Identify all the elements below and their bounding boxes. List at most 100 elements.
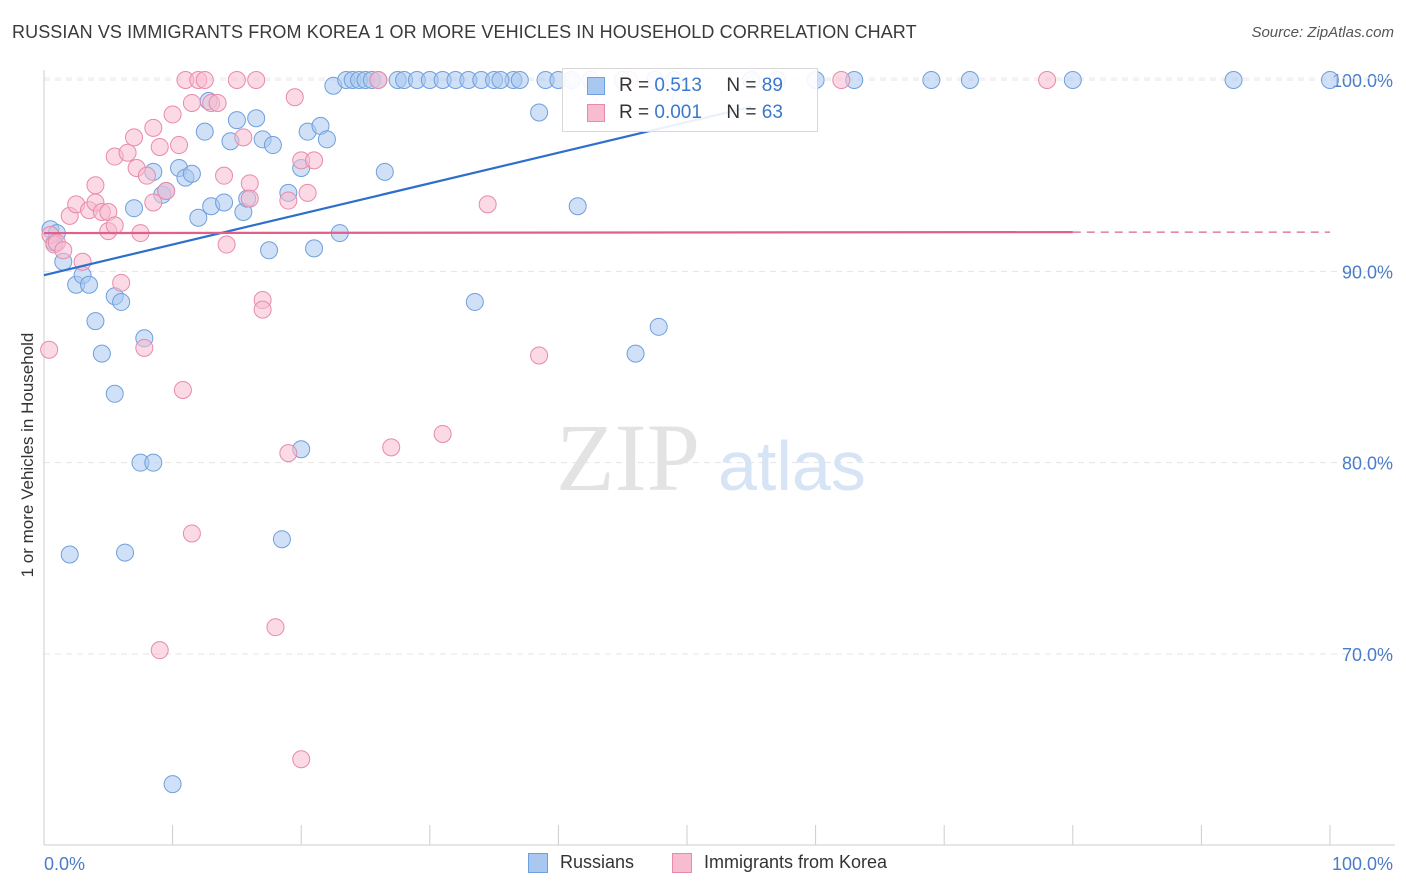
russian-point xyxy=(195,122,214,141)
korea-point xyxy=(478,195,497,214)
russian-point xyxy=(189,208,208,227)
russian-point xyxy=(125,199,144,218)
russians-trend-line xyxy=(43,105,752,277)
korea-point xyxy=(195,71,214,89)
russian-point xyxy=(182,164,201,183)
russian-point xyxy=(626,344,645,363)
russian-point xyxy=(1321,71,1339,89)
korea-n-value: 63 xyxy=(761,102,783,123)
korea-point xyxy=(1038,71,1057,89)
russian-point xyxy=(112,292,131,311)
korea-point xyxy=(182,524,201,543)
korea-point xyxy=(86,176,105,195)
korea-point xyxy=(227,71,246,89)
russian-point xyxy=(116,543,135,562)
korea-legend-label: Immigrants from Korea xyxy=(704,852,888,872)
y-tick-label: 70.0% xyxy=(1342,645,1393,665)
korea-point xyxy=(832,71,851,89)
russians-legend-swatch xyxy=(528,852,548,873)
n-label: N = xyxy=(726,75,757,96)
russian-point xyxy=(491,71,510,89)
russian-point xyxy=(105,384,124,403)
russian-point xyxy=(568,197,587,216)
chart-title: RUSSIAN VS IMMIGRANTS FROM KOREA 1 OR MO… xyxy=(12,22,917,42)
n-label: N = xyxy=(726,102,757,123)
korea-point xyxy=(54,241,73,260)
russian-point xyxy=(1063,71,1082,89)
russian-point xyxy=(272,530,291,549)
russian-point xyxy=(317,130,336,149)
russian-point xyxy=(530,103,549,122)
legend-row-russians: R = 0.513 N = 89 xyxy=(587,73,783,99)
russian-point xyxy=(215,193,234,212)
korea-point xyxy=(530,346,549,365)
korea-point xyxy=(247,71,266,89)
korea-point xyxy=(135,338,154,357)
korea-point xyxy=(305,151,324,170)
r-label: R = xyxy=(619,102,650,123)
x-tick-label-min: 0.0% xyxy=(44,854,85,874)
russians-n-value: 89 xyxy=(761,75,783,96)
korea-point xyxy=(182,93,201,112)
korea-point xyxy=(253,300,272,319)
russian-point xyxy=(375,162,394,181)
korea-r-value: 0.001 xyxy=(654,102,702,123)
source-label: Source: ZipAtlas.com xyxy=(1251,24,1394,41)
korea-point xyxy=(144,118,163,137)
russians-swatch xyxy=(587,77,605,95)
korea-legend-swatch xyxy=(672,852,692,873)
korea-point xyxy=(150,641,169,660)
russian-point xyxy=(144,453,163,472)
russian-point xyxy=(465,292,484,311)
korea-point xyxy=(292,750,311,769)
korea-point xyxy=(173,380,192,399)
korea-point xyxy=(163,105,182,124)
korea-point xyxy=(382,438,401,457)
korea-trend-line xyxy=(43,231,1073,235)
bottom-legend-russians: Russians xyxy=(528,852,634,873)
y-tick-label: 90.0% xyxy=(1342,262,1393,282)
russian-point xyxy=(80,275,99,294)
korea-point xyxy=(150,137,169,156)
watermark-atlas: atlas xyxy=(718,427,866,505)
russian-point xyxy=(1224,71,1243,89)
korea-point xyxy=(217,235,236,254)
korea-point xyxy=(433,424,452,443)
korea-point xyxy=(279,191,298,210)
r-label: R = xyxy=(619,75,650,96)
korea-swatch xyxy=(587,104,605,122)
russian-point xyxy=(60,545,79,564)
russian-point xyxy=(922,71,941,89)
korea-point xyxy=(137,166,156,185)
korea-point xyxy=(215,166,234,185)
russian-point xyxy=(960,71,979,89)
russian-point xyxy=(247,109,266,128)
korea-point xyxy=(285,88,304,107)
russian-point xyxy=(163,775,182,794)
y-tick-label: 80.0% xyxy=(1342,454,1393,474)
y-tick-label: 100.0% xyxy=(1332,71,1393,91)
russian-point xyxy=(263,136,282,155)
korea-point xyxy=(369,71,388,89)
legend-row-korea: R = 0.001 N = 63 xyxy=(587,100,783,126)
korea-point xyxy=(240,189,259,208)
korea-point xyxy=(112,273,131,292)
korea-point xyxy=(298,183,317,202)
stats-legend: R = 0.513 N = 89 R = 0.001 N = 63 xyxy=(562,68,818,132)
korea-point xyxy=(208,93,227,112)
korea-point xyxy=(279,444,298,463)
korea-point xyxy=(105,216,124,235)
russians-legend-label: Russians xyxy=(560,852,635,872)
korea-point xyxy=(40,340,59,359)
korea-point xyxy=(118,143,137,162)
korea-point xyxy=(157,181,176,200)
russians-r-value: 0.513 xyxy=(654,75,702,96)
korea-point xyxy=(234,128,253,147)
russian-point xyxy=(92,344,111,363)
bottom-legend-korea: Immigrants from Korea xyxy=(672,852,887,873)
watermark-zip: ZIP xyxy=(556,404,700,511)
russian-point xyxy=(649,317,668,336)
korea-point xyxy=(125,128,144,147)
korea-point xyxy=(266,618,285,637)
